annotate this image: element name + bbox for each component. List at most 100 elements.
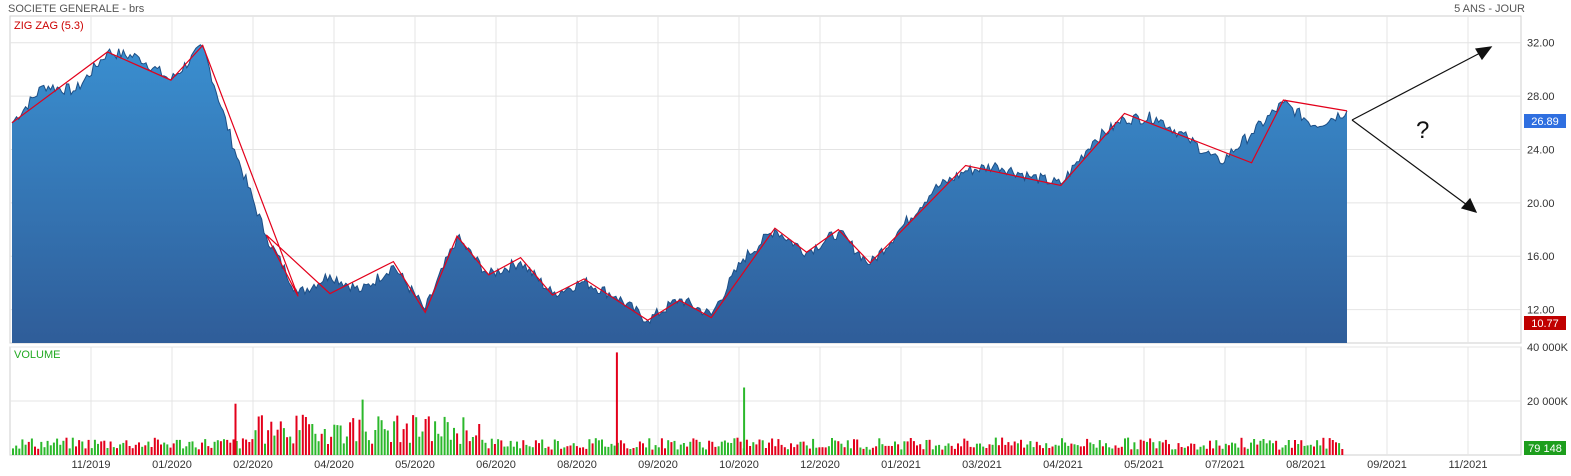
volume-bar — [330, 436, 333, 455]
volume-bar — [1338, 443, 1341, 455]
volume-bar — [443, 416, 446, 455]
volume-bar — [796, 444, 799, 455]
volume-bar — [793, 447, 796, 455]
volume-bar — [226, 439, 229, 455]
volume-bar — [468, 441, 471, 455]
volume-bar — [116, 448, 118, 455]
arrow-up-head — [1475, 46, 1493, 61]
volume-bar — [37, 448, 40, 455]
volume-bar — [12, 448, 14, 455]
y-tick-label: 20.00 — [1527, 198, 1555, 210]
x-tick-label: 12/2020 — [800, 459, 840, 471]
x-tick-label: 09/2021 — [1367, 459, 1407, 471]
volume-bar — [440, 436, 443, 455]
volume-bar — [178, 439, 181, 455]
volume-bar — [264, 443, 266, 455]
volume-bar — [327, 444, 329, 455]
volume-bar — [1083, 446, 1085, 455]
volume-bar — [686, 446, 689, 455]
volume-bar — [1073, 444, 1076, 455]
volume-bar — [919, 444, 922, 455]
volume-bar — [49, 445, 52, 455]
volume-bar — [493, 444, 496, 455]
x-tick-label: 05/2020 — [395, 459, 435, 471]
volume-bar — [377, 416, 380, 455]
volume-bar — [613, 445, 616, 455]
volume-bar — [342, 443, 345, 455]
volume-bar — [635, 447, 638, 455]
volume-bar — [506, 446, 509, 455]
volume-bar — [1139, 439, 1142, 455]
volume-bar — [862, 448, 865, 455]
volume-bar — [698, 441, 701, 455]
volume-bar — [670, 442, 673, 455]
volume-bar — [219, 441, 222, 455]
volume-bar — [84, 448, 87, 455]
volume-bar — [909, 438, 912, 455]
volume-bar — [163, 442, 166, 455]
y-tick-label: 28.00 — [1527, 91, 1555, 103]
volume-bar — [953, 448, 956, 455]
volume-bar — [1212, 448, 1215, 455]
volume-bar — [547, 446, 550, 455]
volume-bar — [897, 444, 900, 455]
volume-bar — [1231, 442, 1233, 455]
volume-bar — [141, 446, 144, 455]
volume-bar — [1218, 445, 1221, 455]
volume-bar — [1278, 449, 1281, 455]
volume-bar — [427, 416, 430, 455]
volume-bar — [386, 430, 389, 455]
volume-bar — [449, 439, 452, 455]
volume-bar — [969, 446, 972, 455]
volume-bar — [1105, 443, 1107, 455]
volume-bar — [717, 446, 720, 455]
x-tick-label: 01/2020 — [152, 459, 192, 471]
volume-bar — [267, 430, 270, 455]
volume-bar — [516, 441, 518, 455]
volume-bar — [1306, 445, 1309, 455]
volume-bar — [1136, 449, 1139, 455]
volume-bar — [928, 439, 931, 455]
price-area-layer — [11, 44, 1348, 344]
volume-bar — [207, 446, 210, 455]
volume-bar — [588, 439, 591, 455]
volume-bar — [232, 439, 235, 455]
volume-bar — [900, 449, 903, 455]
volume-bar — [210, 447, 213, 455]
volume-bar — [408, 442, 411, 455]
volume-bar — [462, 417, 465, 455]
volume-bar — [65, 437, 68, 455]
volume-bar — [437, 433, 440, 455]
volume-bar — [934, 445, 937, 455]
volume-bar — [654, 445, 657, 455]
volume-bar — [223, 439, 225, 455]
volume-bar — [585, 448, 588, 455]
volume-bar — [664, 448, 666, 455]
volume-bar — [931, 449, 934, 455]
volume-bar — [276, 429, 279, 455]
volume-bar — [273, 435, 276, 455]
x-tick-label: 11/2019 — [72, 459, 111, 471]
volume-bar — [982, 446, 985, 455]
volume-bar — [843, 447, 846, 455]
volume-bar — [434, 421, 437, 455]
volume-bar — [446, 422, 449, 455]
volume-bar — [144, 445, 147, 455]
volume-bar — [1177, 443, 1180, 455]
volume-bar — [182, 448, 185, 455]
volume-bar — [871, 447, 874, 455]
projection-arrows — [1351, 46, 1493, 213]
x-tick-label: 11/2021 — [1449, 459, 1488, 471]
volume-bar — [465, 430, 468, 455]
volume-bar — [884, 445, 887, 455]
volume-bar — [629, 449, 632, 455]
volume-bar — [169, 447, 172, 455]
volume-bar — [925, 440, 928, 455]
volume-bar — [1142, 440, 1145, 455]
volume-bar — [878, 438, 881, 455]
volume-bar — [1108, 447, 1111, 455]
volume-bar — [947, 443, 950, 455]
volume-bar — [402, 429, 405, 455]
volume-y-tick-label: 20 000K — [1527, 396, 1569, 408]
